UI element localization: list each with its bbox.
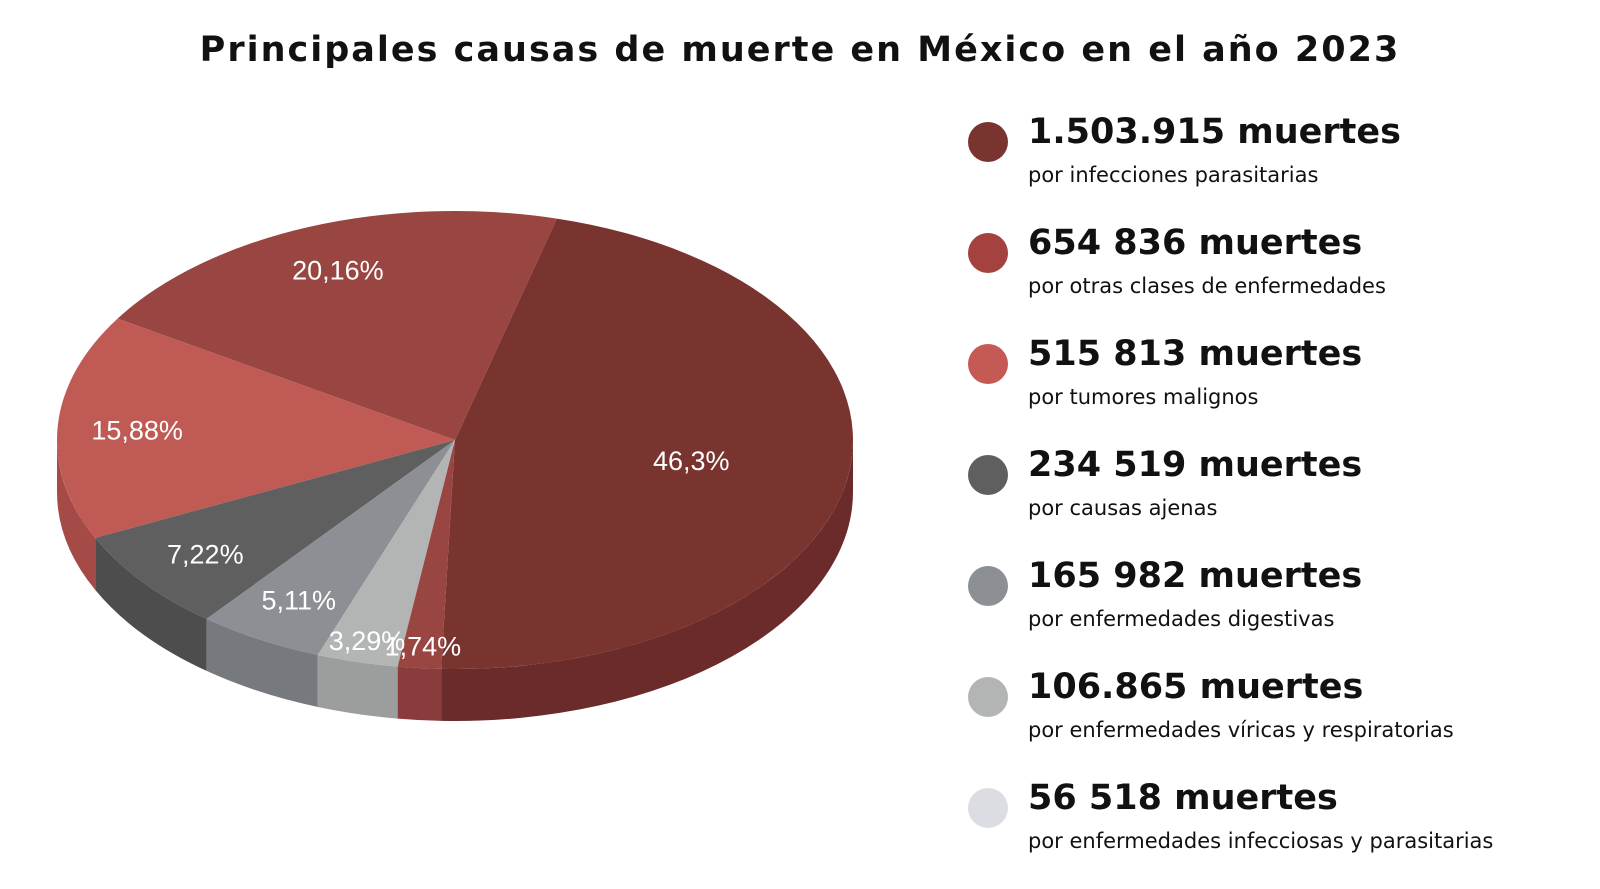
legend-value: 654 836 muertes xyxy=(1028,223,1363,263)
pie-chart: 46,3% 20,16% 15,88% 7,22% 5,11% 3,29%1,74% xyxy=(56,211,853,721)
legend-swatch-icon xyxy=(968,122,1008,162)
legend-item: 165 982 muertes por enfermedades digestiv… xyxy=(968,556,1588,667)
legend-value: 234 519 muertes xyxy=(1028,445,1363,485)
pie-side-walls xyxy=(57,440,853,721)
legend-item: 515 813 muertes por tumores malignos xyxy=(968,334,1588,445)
legend-item: 234 519 muertes por causas ajenas xyxy=(968,445,1588,556)
legend: 1.503.915 muertes por infecciones parasit… xyxy=(968,112,1588,889)
legend-description: por enfermedades digestivas xyxy=(1028,607,1335,631)
legend-description: por infecciones parasitarias xyxy=(1028,163,1319,187)
legend-swatch-icon xyxy=(968,788,1008,828)
legend-swatch-icon xyxy=(968,677,1008,717)
legend-value: 515 813 muertes xyxy=(1028,334,1363,374)
legend-item: 1.503.915 muertes por infecciones parasit… xyxy=(968,112,1588,223)
legend-description: por otras clases de enfermedades xyxy=(1028,274,1386,298)
pie-slice-7 xyxy=(397,440,455,669)
legend-swatch-icon xyxy=(968,455,1008,495)
slice-label-3: 15,88% xyxy=(91,415,183,445)
pie-slice-2 xyxy=(117,211,557,440)
legend-description: por enfermedades infecciosas y parasitar… xyxy=(1028,829,1494,853)
legend-swatch-icon xyxy=(968,233,1008,273)
pie-slice-side-1 xyxy=(441,440,853,721)
legend-item: 106.865 muertes por enfermedades víricas … xyxy=(968,667,1588,778)
legend-swatch-icon xyxy=(968,566,1008,606)
legend-item: 56 518 muertes por enfermedades infeccios… xyxy=(968,778,1588,889)
legend-item: 654 836 muertes por otras clases de enfer… xyxy=(968,223,1588,334)
legend-swatch-icon xyxy=(968,344,1008,384)
legend-value: 106.865 muertes xyxy=(1028,667,1364,707)
pie-slice-6 xyxy=(317,440,455,667)
slice-label-5: 5,11% xyxy=(261,586,336,616)
pie-slice-5 xyxy=(206,440,455,655)
slice-label-7: 1,74% xyxy=(385,631,462,661)
pie-slice-side-6 xyxy=(317,654,398,719)
pie-slice-side-3 xyxy=(57,440,96,590)
slice-label-4: 7,22% xyxy=(167,540,244,570)
pie-slice-side-7 xyxy=(397,666,442,721)
pie-slice-side-4 xyxy=(95,537,207,671)
pie-top-faces xyxy=(56,211,853,669)
legend-description: por tumores malignos xyxy=(1028,385,1259,409)
pie-slice-3 xyxy=(56,318,456,538)
slice-label-6: 3,29% xyxy=(329,626,406,656)
legend-description: por enfermedades víricas y respiratorias xyxy=(1028,718,1454,742)
pie-slice-1 xyxy=(441,218,853,669)
legend-value: 165 982 muertes xyxy=(1028,556,1363,596)
legend-value: 56 518 muertes xyxy=(1028,778,1338,818)
slice-label-1: 46,3% xyxy=(653,446,730,476)
legend-value: 1.503.915 muertes xyxy=(1028,112,1401,152)
pie-slice-side-5 xyxy=(206,618,318,707)
pie-slice-labels: 46,3% 20,16% 15,88% 7,22% 5,11% 3,29%1,74% xyxy=(91,256,729,662)
legend-description: por causas ajenas xyxy=(1028,496,1218,520)
slice-label-2: 20,16% xyxy=(292,256,384,286)
pie-slice-4 xyxy=(95,440,455,619)
chart-title: Principales causas de muerte en México e… xyxy=(199,30,1401,70)
